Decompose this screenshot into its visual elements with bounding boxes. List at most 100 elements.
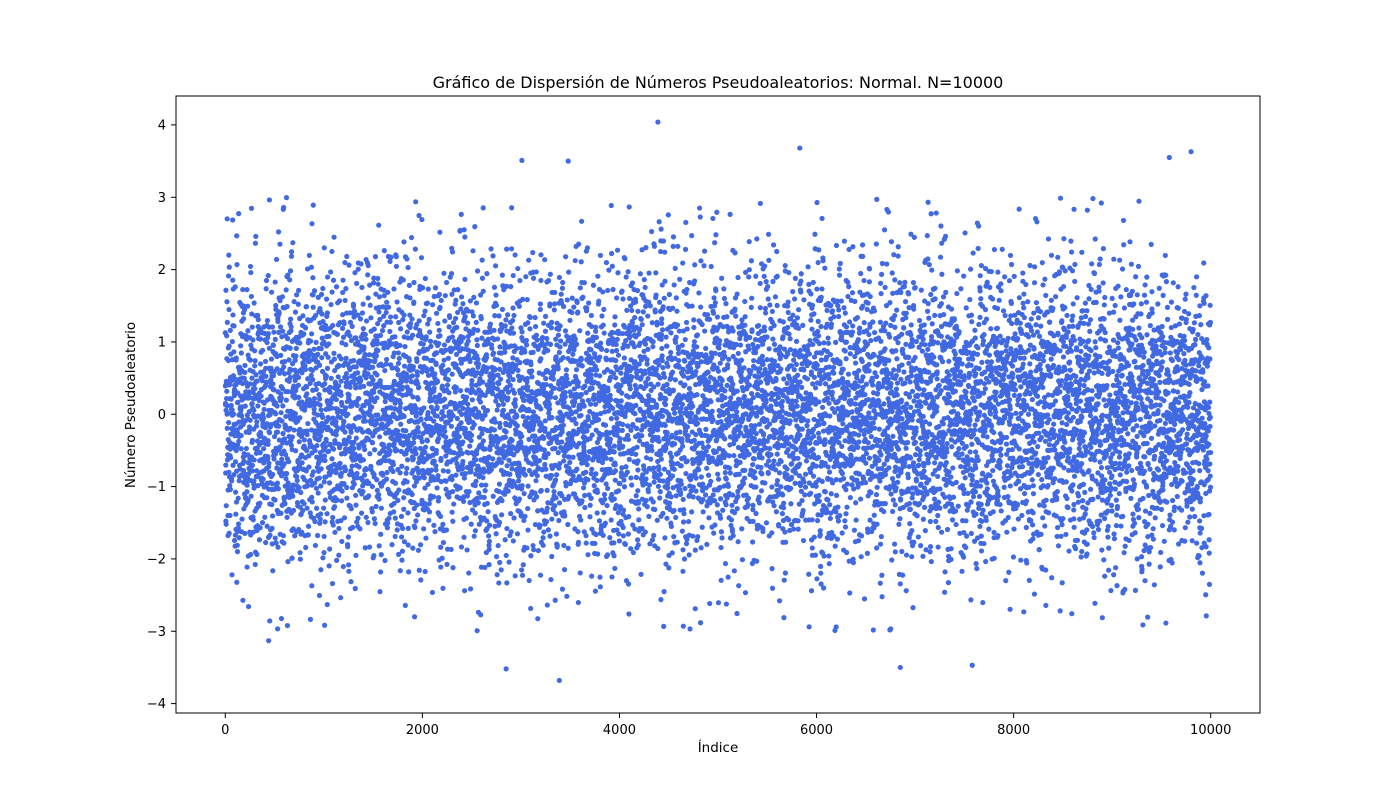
- data-point: [645, 313, 651, 319]
- data-point: [574, 466, 580, 472]
- data-point: [496, 313, 502, 319]
- data-point: [493, 292, 499, 298]
- data-point: [664, 430, 670, 436]
- data-point: [699, 524, 705, 530]
- data-point: [277, 298, 283, 304]
- data-point: [321, 533, 327, 540]
- data-point: [711, 530, 717, 536]
- data-point: [331, 350, 337, 356]
- data-point: [659, 316, 665, 322]
- data-point: [293, 448, 299, 454]
- data-point: [550, 370, 557, 376]
- data-point: [284, 470, 290, 477]
- data-point: [444, 279, 450, 286]
- data-point: [487, 321, 494, 327]
- data-point: [629, 374, 635, 380]
- data-point: [422, 308, 428, 314]
- data-point: [263, 277, 270, 284]
- data-point: [393, 314, 399, 320]
- data-point: [248, 293, 254, 300]
- data-point: [642, 529, 648, 535]
- data-point: [345, 411, 351, 417]
- data-point: [682, 336, 688, 343]
- data-point: [371, 389, 377, 395]
- data-point: [656, 219, 662, 225]
- data-point: [508, 246, 515, 252]
- data-point: [551, 385, 558, 391]
- data-point: [370, 377, 376, 383]
- data-point: [445, 355, 451, 361]
- data-point: [660, 365, 666, 371]
- data-point: [635, 458, 641, 464]
- data-point: [411, 299, 417, 305]
- data-point: [425, 286, 431, 292]
- data-point: [264, 495, 270, 501]
- data-point: [340, 289, 346, 296]
- data-point: [661, 589, 667, 595]
- data-point: [328, 269, 334, 275]
- data-point: [269, 501, 275, 508]
- data-point: [394, 447, 400, 453]
- data-point: [354, 280, 360, 287]
- data-point: [310, 377, 316, 383]
- data-point: [231, 323, 237, 329]
- data-point: [473, 319, 479, 325]
- data-point: [533, 332, 539, 338]
- data-point: [322, 622, 328, 628]
- data-point: [675, 243, 681, 249]
- data-point: [334, 497, 340, 503]
- data-point: [575, 529, 581, 535]
- data-point: [256, 397, 262, 403]
- data-point: [621, 477, 627, 483]
- data-point: [423, 535, 429, 541]
- data-point: [680, 568, 686, 574]
- data-point: [273, 302, 279, 309]
- data-point: [359, 284, 365, 291]
- data-point: [350, 524, 356, 530]
- data-point: [460, 301, 466, 307]
- data-point: [706, 379, 712, 385]
- data-point: [437, 333, 443, 339]
- data-point: [332, 368, 338, 374]
- data-point: [695, 420, 701, 426]
- data-point: [321, 245, 327, 251]
- data-point: [690, 494, 696, 500]
- data-point: [714, 209, 720, 215]
- data-point: [340, 423, 346, 429]
- data-point: [461, 475, 468, 481]
- data-point: [283, 287, 289, 293]
- data-point: [338, 378, 344, 384]
- data-point: [254, 551, 260, 558]
- data-point: [312, 518, 318, 525]
- data-point: [541, 529, 547, 535]
- data-point: [244, 482, 250, 488]
- data-point: [515, 265, 521, 272]
- data-point: [449, 249, 456, 255]
- data-point: [496, 580, 502, 586]
- data-point: [313, 485, 320, 491]
- data-point: [264, 318, 271, 324]
- data-point: [525, 320, 531, 326]
- data-point: [335, 425, 341, 431]
- data-point: [360, 457, 367, 463]
- data-point: [710, 215, 716, 222]
- data-point: [692, 606, 698, 612]
- data-point: [561, 458, 567, 464]
- data-point: [559, 586, 566, 592]
- data-point: [550, 376, 556, 382]
- data-point: [486, 562, 492, 568]
- data-point: [244, 287, 250, 293]
- data-point: [264, 397, 271, 403]
- data-point: [270, 381, 276, 387]
- data-point: [664, 485, 671, 491]
- data-point: [450, 413, 456, 419]
- data-point: [324, 601, 330, 608]
- data-point: [440, 468, 446, 474]
- data-point: [643, 245, 649, 251]
- data-point: [316, 392, 322, 398]
- data-point: [224, 333, 230, 339]
- data-point: [279, 294, 286, 300]
- data-point: [634, 537, 641, 543]
- data-point: [480, 288, 486, 294]
- data-point: [247, 263, 254, 270]
